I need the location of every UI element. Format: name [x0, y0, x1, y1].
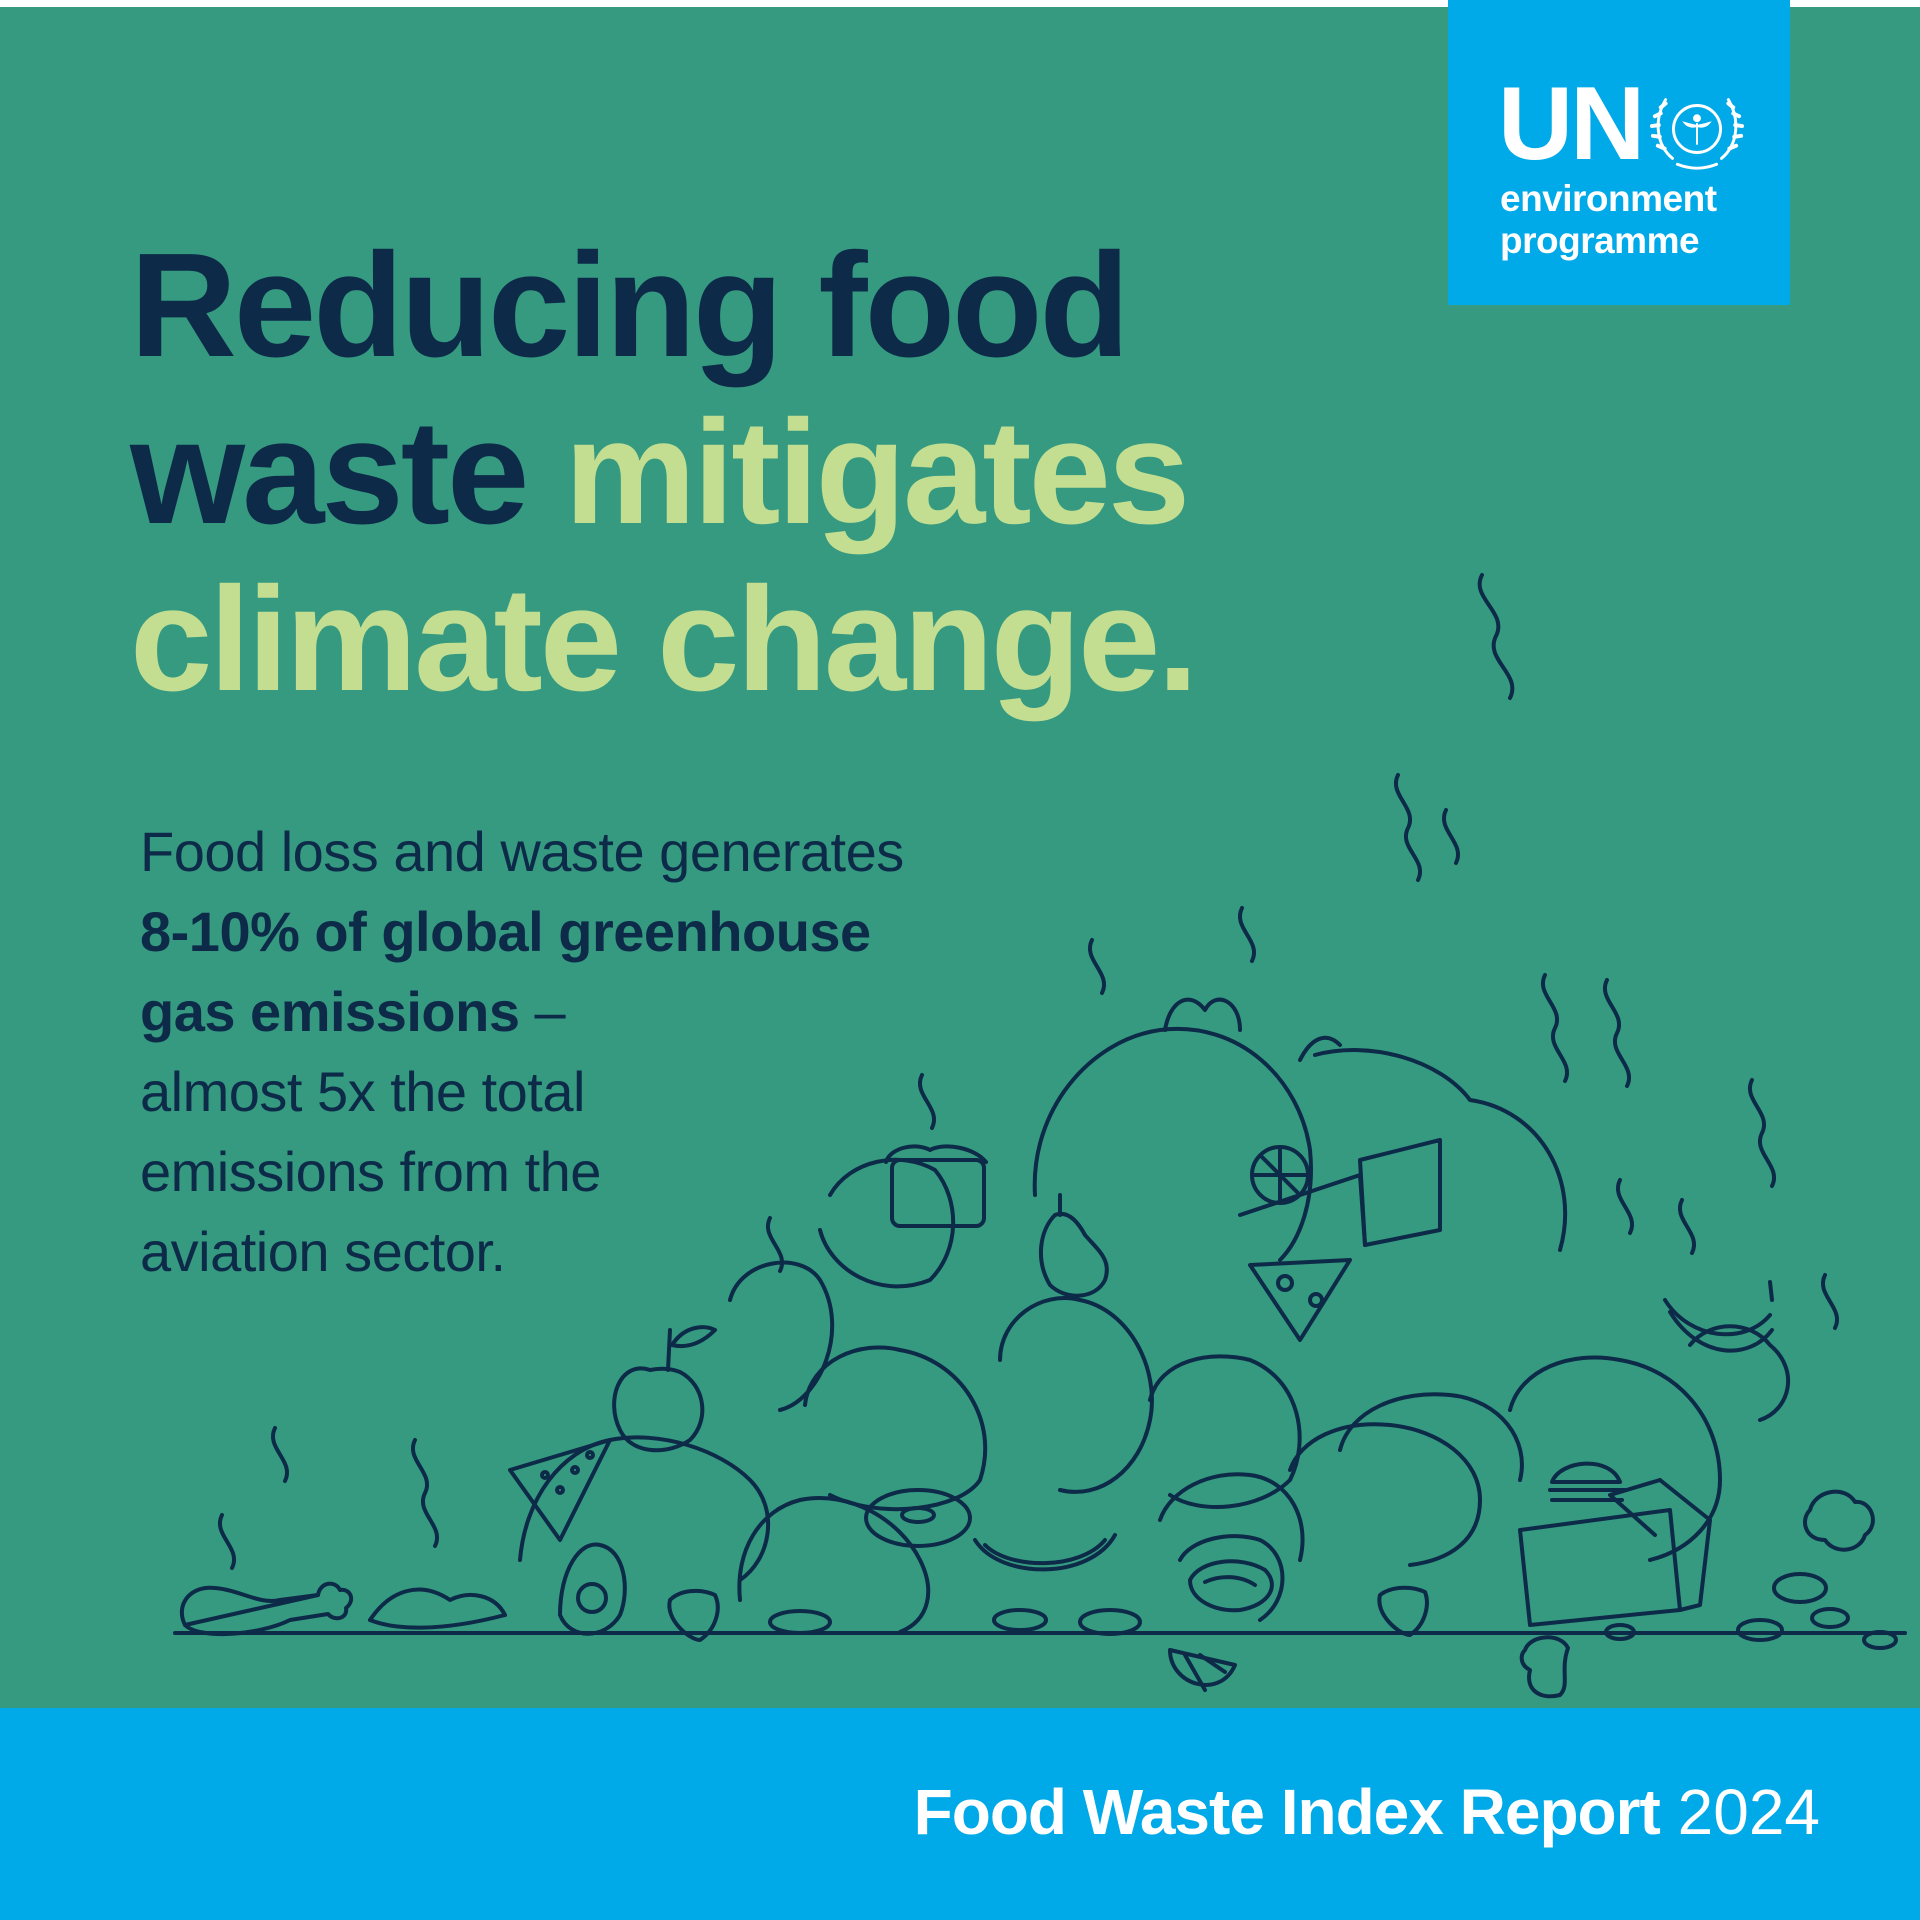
logo-un-text: UN — [1498, 66, 1645, 182]
body-copy: Food loss and waste generates 8-10% of gl… — [140, 812, 1140, 1292]
body-dash: – — [534, 980, 566, 1043]
un-wreath-emblem-icon — [1649, 98, 1745, 170]
unep-logo: UN environment programme — [1448, 0, 1790, 305]
body-bold-line2: gas emissions — [140, 980, 520, 1043]
body-intro: Food loss and waste generates — [140, 820, 904, 883]
headline-line3: climate change. — [130, 557, 1198, 722]
top-border — [0, 0, 1920, 7]
headline-line2-dark: waste — [130, 390, 529, 555]
report-year: 2024 — [1677, 1776, 1820, 1848]
headline: Reducing food waste mitigates climate chan… — [130, 222, 1198, 723]
body-bold-line1: 8-10% of global greenhouse — [140, 900, 871, 963]
food-waste-pile-icon — [173, 573, 1907, 1699]
headline-line2-highlight: mitigates — [564, 390, 1190, 555]
report-title: Food Waste Index Report 2024 — [914, 1780, 1820, 1844]
headline-line1: Reducing food — [130, 223, 1130, 388]
logo-line-programme: programme — [1500, 220, 1700, 261]
logo-line-environment: environment — [1500, 178, 1717, 219]
report-title-bold: Food Waste Index Report — [913, 1776, 1661, 1848]
body-line6: aviation sector. — [140, 1220, 506, 1283]
footer-bar — [0, 1708, 1920, 1920]
body-line4: almost 5x the total — [140, 1060, 585, 1123]
body-line5: emissions from the — [140, 1140, 601, 1203]
